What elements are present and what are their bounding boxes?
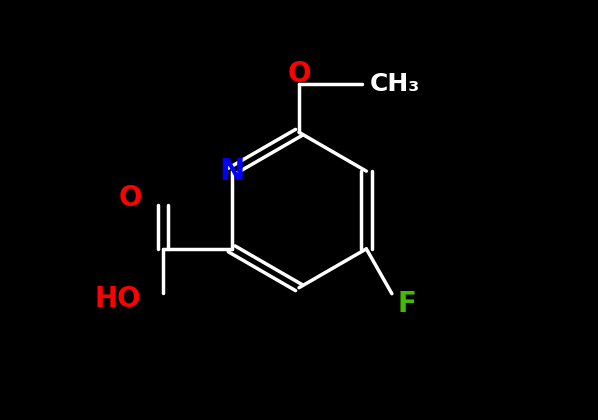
Text: N: N [219, 157, 245, 186]
Text: CH₃: CH₃ [370, 72, 420, 96]
Text: O: O [287, 60, 311, 87]
Text: F: F [398, 290, 416, 318]
Text: HO: HO [94, 285, 141, 313]
Text: O: O [118, 184, 142, 213]
